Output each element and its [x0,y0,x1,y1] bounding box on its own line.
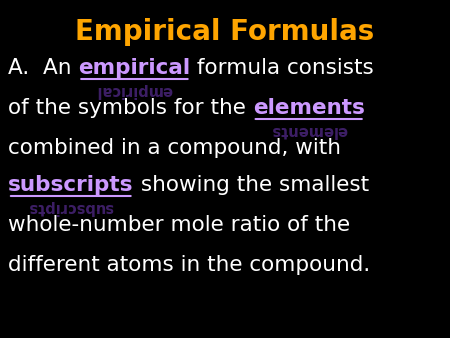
Text: empirical: empirical [78,58,190,78]
Text: formula consists: formula consists [190,58,374,78]
Text: showing the smallest: showing the smallest [134,175,369,195]
Text: elements: elements [253,98,364,118]
Text: elements: elements [270,123,347,138]
Text: Empirical Formulas: Empirical Formulas [76,18,374,46]
Text: of the symbols for the: of the symbols for the [8,98,253,118]
Text: A.  An: A. An [8,58,78,78]
Text: combined in a compound, with: combined in a compound, with [8,138,341,158]
Text: different atoms in the compound.: different atoms in the compound. [8,255,370,275]
Text: empirical: empirical [96,83,173,98]
Text: subscripts: subscripts [28,200,113,215]
Text: whole-number mole ratio of the: whole-number mole ratio of the [8,215,350,235]
Text: subscripts: subscripts [8,175,134,195]
